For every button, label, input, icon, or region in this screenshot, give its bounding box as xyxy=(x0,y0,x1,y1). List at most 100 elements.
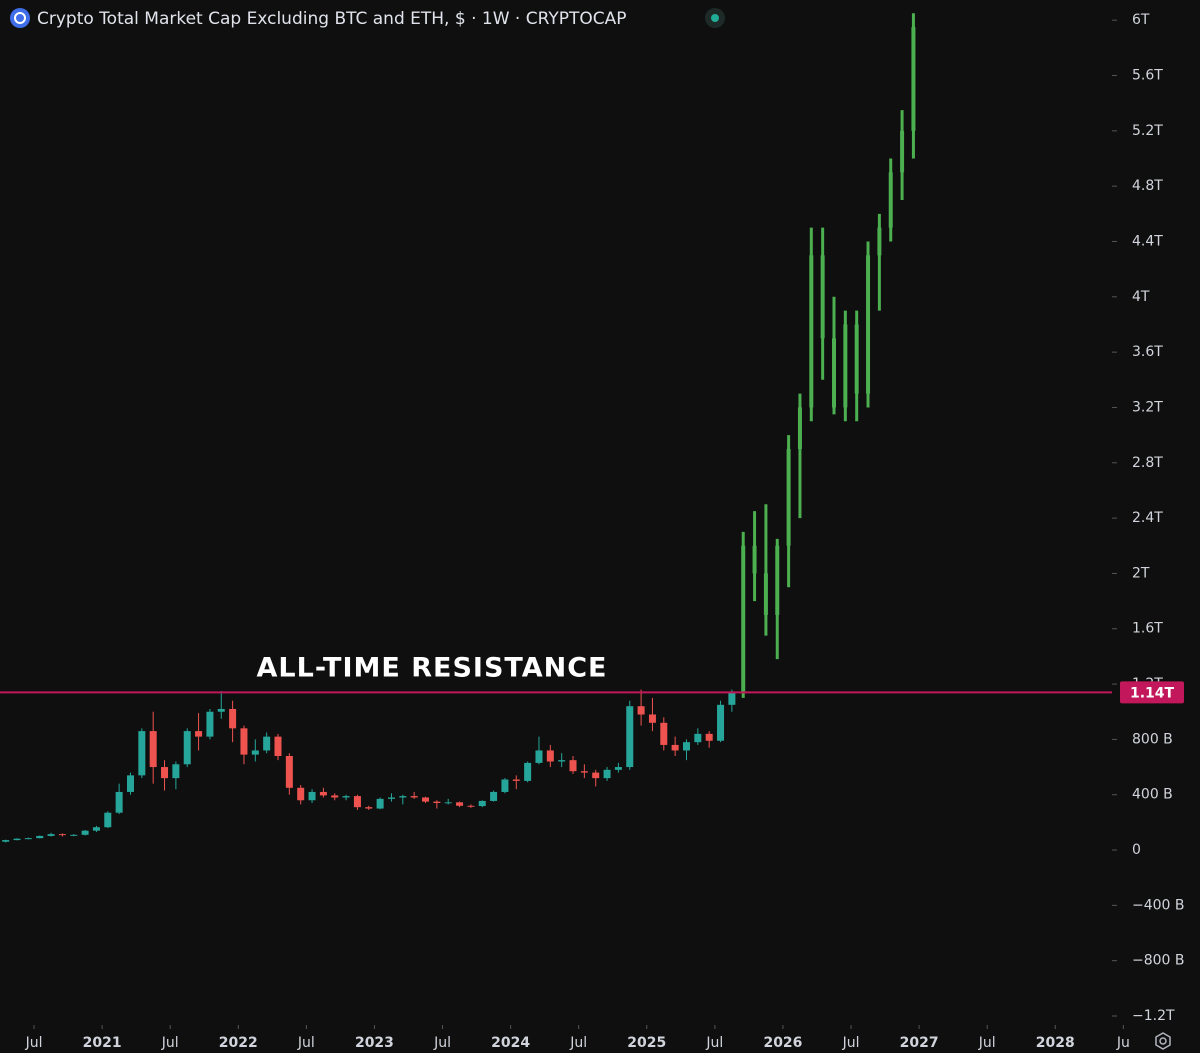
y-tick-label: −1.2T xyxy=(1132,1008,1175,1024)
candle-body xyxy=(161,767,169,779)
y-tick-label: 400 B xyxy=(1132,787,1173,803)
candle-body xyxy=(546,750,554,762)
candle-body xyxy=(183,731,191,765)
candle-body xyxy=(467,805,475,807)
candle-body xyxy=(342,796,350,798)
candle-body xyxy=(558,760,566,762)
candle-body xyxy=(456,802,464,806)
candle-body xyxy=(36,835,44,839)
candle-body xyxy=(490,791,498,801)
candle-body xyxy=(444,802,452,804)
candle-body xyxy=(251,750,259,755)
candle-body xyxy=(104,812,112,828)
candle-body xyxy=(741,545,746,693)
candle-body xyxy=(422,797,430,802)
candle-body xyxy=(308,791,316,801)
candle-body xyxy=(648,714,656,723)
candle-body xyxy=(809,255,814,408)
y-tick-label: 800 B xyxy=(1132,731,1173,747)
candle-body xyxy=(274,736,282,756)
candle-body xyxy=(2,840,10,842)
y-tick-label: 2T xyxy=(1132,565,1150,581)
candle-body xyxy=(229,708,237,729)
candle-body xyxy=(331,795,339,798)
candle-body xyxy=(797,407,802,449)
candle-body xyxy=(81,830,89,835)
candle-body xyxy=(614,767,622,770)
status-dot xyxy=(711,14,719,22)
y-tick-label: 1.6T xyxy=(1132,621,1163,637)
candle-body xyxy=(832,338,836,408)
resistance-label: 1.14T xyxy=(1130,685,1175,701)
y-tick-label: 6T xyxy=(1132,12,1150,28)
resistance-label-bg xyxy=(1120,681,1184,704)
candle-body xyxy=(410,796,418,798)
candle-body xyxy=(717,704,725,741)
candle-body xyxy=(637,706,645,715)
candle-body xyxy=(592,772,600,779)
plot-area xyxy=(2,13,916,843)
candle-body xyxy=(671,744,679,751)
candle-body xyxy=(501,779,509,792)
x-tick-label: Jul xyxy=(569,1035,587,1051)
y-tick-label: 2.8T xyxy=(1132,455,1163,471)
candle-body xyxy=(399,796,407,798)
y-tick-label: 4T xyxy=(1132,289,1150,305)
candle-body xyxy=(854,324,859,394)
candle-body xyxy=(752,545,757,574)
x-tick-label: Jul xyxy=(297,1035,315,1051)
candle-body xyxy=(70,834,78,836)
symbol-icon-ring xyxy=(14,12,26,24)
chart-title: Crypto Total Market Cap Excluding BTC an… xyxy=(37,9,626,29)
settings-icon[interactable] xyxy=(1155,1032,1171,1050)
y-tick-label: 2.4T xyxy=(1132,510,1163,526)
candle-body xyxy=(319,791,327,796)
candle-body xyxy=(569,760,577,772)
candle-body xyxy=(115,791,123,813)
candle-body xyxy=(376,798,384,809)
y-tick-label: 4.4T xyxy=(1132,233,1163,249)
x-tick-label: Jul xyxy=(161,1035,179,1051)
candle-body xyxy=(206,711,214,737)
y-tick-label: −400 B xyxy=(1132,897,1185,913)
x-tick-label: Jul xyxy=(842,1035,860,1051)
candle-body xyxy=(47,834,55,836)
candle-body xyxy=(866,255,871,394)
candle-body xyxy=(138,731,146,776)
candle-body xyxy=(626,706,634,768)
candle-body xyxy=(888,172,893,228)
candle-body xyxy=(172,764,180,779)
candle-body xyxy=(149,731,157,768)
candle-body xyxy=(877,227,882,256)
x-tick-label: 2027 xyxy=(900,1035,939,1051)
candle-body xyxy=(512,779,520,781)
candle-body xyxy=(843,324,848,408)
candle-body xyxy=(580,771,588,773)
candle-body xyxy=(387,797,395,799)
x-tick-label: 2021 xyxy=(83,1035,122,1051)
x-tick-label: Jul xyxy=(978,1035,996,1051)
candle-body xyxy=(285,755,293,788)
candle-body xyxy=(195,731,203,737)
candle-body xyxy=(786,448,791,546)
candle-body xyxy=(900,130,905,173)
x-tick-label: 2023 xyxy=(355,1035,394,1051)
candle-body xyxy=(694,733,702,743)
candle-body xyxy=(682,742,690,751)
x-tick-label: 2025 xyxy=(627,1035,666,1051)
candle-body xyxy=(92,827,100,831)
y-tick-label: −800 B xyxy=(1132,953,1185,969)
candle-body xyxy=(263,736,271,751)
symbol-icon xyxy=(10,8,30,28)
candle-body xyxy=(728,692,736,705)
candle-body xyxy=(775,545,780,615)
candle-body xyxy=(13,838,21,841)
candle-body xyxy=(911,27,916,131)
candle-body xyxy=(524,762,532,781)
candle-body xyxy=(603,769,611,779)
x-tick-label: 2028 xyxy=(1036,1035,1075,1051)
settings-hex xyxy=(1155,1032,1171,1050)
candle-body xyxy=(240,728,248,755)
